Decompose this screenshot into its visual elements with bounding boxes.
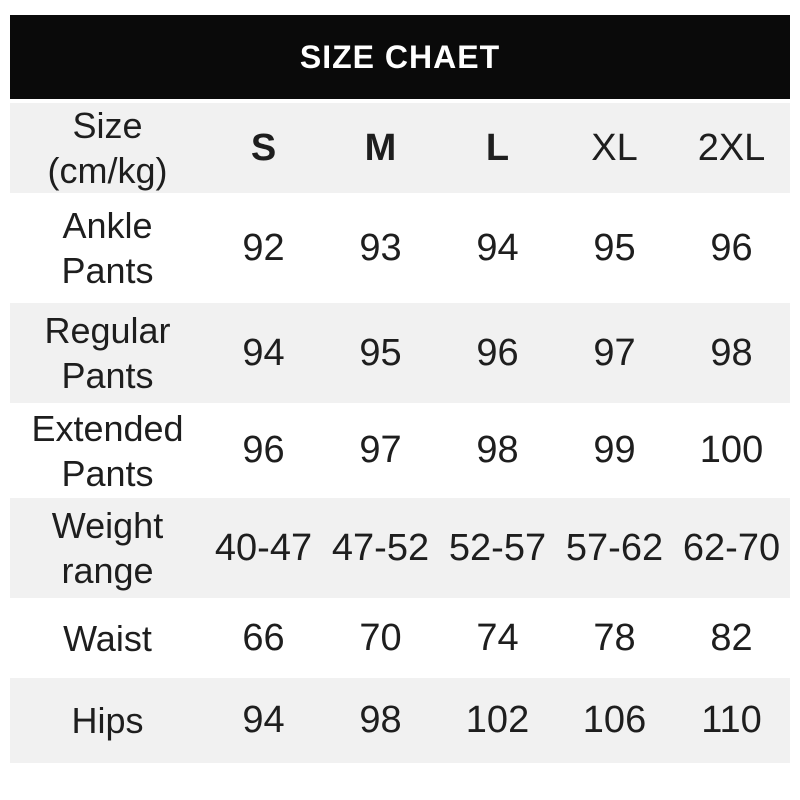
row-label: Extended Pants xyxy=(31,407,184,494)
cell: 96 xyxy=(242,429,285,471)
cell: 52-57 xyxy=(448,526,547,569)
cell: 95 xyxy=(359,331,402,374)
row-label: Waist xyxy=(63,617,152,659)
size-chart-table: Size (cm/kg) S M L XL 2XL Ankle Pants 92… xyxy=(10,103,790,763)
header-col-s: S xyxy=(250,126,277,169)
cell: 47-52 xyxy=(331,526,430,569)
header-col-2xl: 2XL xyxy=(697,126,766,169)
cell: 110 xyxy=(701,699,762,741)
row-label: Weight range xyxy=(51,505,164,591)
cell: 98 xyxy=(359,699,402,741)
cell: 62-70 xyxy=(682,526,781,569)
cell: 99 xyxy=(593,429,636,471)
cell: 97 xyxy=(359,429,402,471)
cell: 96 xyxy=(710,226,753,269)
row-label: Regular Pants xyxy=(44,310,171,396)
cell: 94 xyxy=(242,331,285,374)
table-header-row: Size (cm/kg) S M L XL 2XL xyxy=(10,103,790,193)
cell: 95 xyxy=(593,226,636,269)
size-chart-title: SIZE CHAET xyxy=(299,38,501,75)
cell: 82 xyxy=(710,616,753,659)
header-col-l: L xyxy=(485,126,510,169)
cell: 74 xyxy=(476,616,519,659)
cell: 57-62 xyxy=(565,526,664,569)
cell: 100 xyxy=(699,429,764,471)
size-chart-banner: SIZE CHAET xyxy=(10,15,790,99)
cell: 98 xyxy=(476,429,519,471)
cell: 94 xyxy=(242,699,285,741)
cell: 92 xyxy=(242,226,285,269)
cell: 93 xyxy=(359,226,402,269)
table-row-hips: Hips 94 98 102 106 110 xyxy=(10,678,790,763)
cell: 66 xyxy=(242,616,285,659)
size-chart: SIZE CHAET Size (cm/kg) S M L XL 2XL Ank… xyxy=(10,0,790,763)
cell: 70 xyxy=(359,616,402,659)
cell: 78 xyxy=(593,616,636,659)
row-label: Ankle Pants xyxy=(61,205,154,291)
cell: 94 xyxy=(476,226,519,269)
table-row-ankle-pants: Ankle Pants 92 93 94 95 96 xyxy=(10,193,790,303)
cell: 102 xyxy=(465,699,530,741)
row-label: Hips xyxy=(71,700,144,741)
header-col-xl: XL xyxy=(591,126,638,169)
header-size-label: Size (cm/kg) xyxy=(47,105,168,191)
cell: 106 xyxy=(582,699,647,741)
header-col-m: M xyxy=(364,126,397,169)
table-row-weight-range: Weight range 40-47 47-52 52-57 57-62 62-… xyxy=(10,498,790,598)
cell: 96 xyxy=(476,331,519,374)
table-row-extended-pants: Extended Pants 96 97 98 99 100 xyxy=(10,403,790,498)
cell: 98 xyxy=(710,331,753,374)
cell: 97 xyxy=(593,331,636,374)
table-row-waist: Waist 66 70 74 78 82 xyxy=(10,598,790,678)
table-row-regular-pants: Regular Pants 94 95 96 97 98 xyxy=(10,303,790,403)
cell: 40-47 xyxy=(214,526,313,569)
